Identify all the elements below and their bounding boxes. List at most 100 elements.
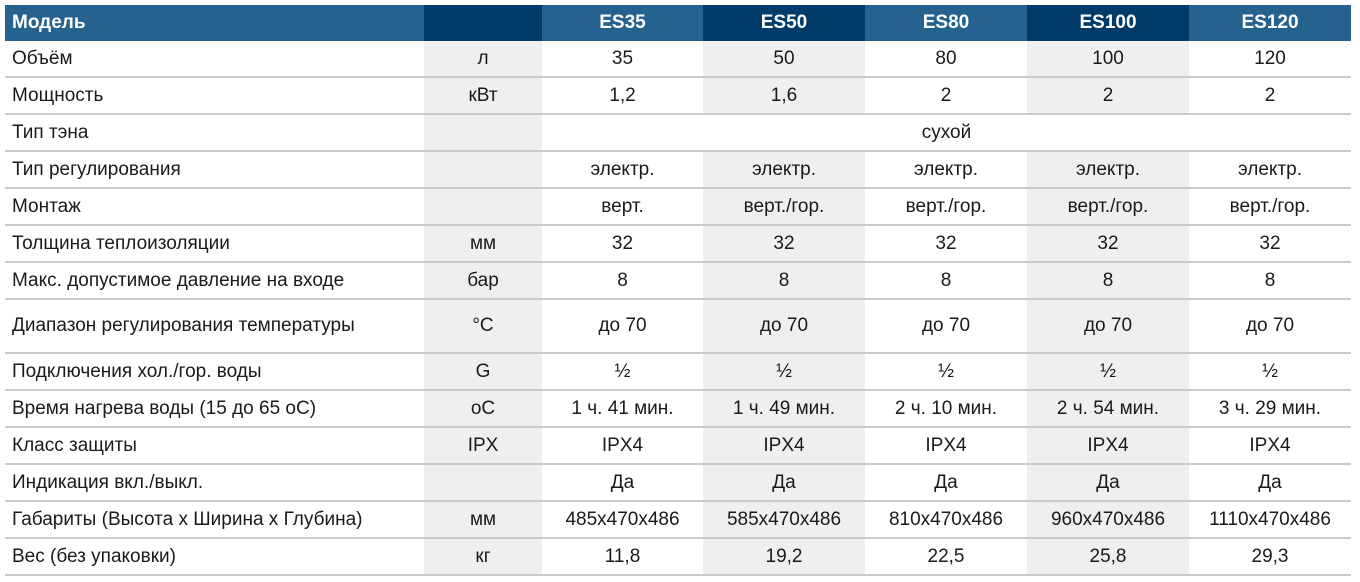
cell-value: ½ <box>865 353 1027 391</box>
cell-value: 960x470x486 <box>1027 501 1189 539</box>
row-unit: кВт <box>424 77 542 115</box>
cell-value: 2 <box>1189 77 1351 115</box>
cell-value: 80 <box>865 41 1027 78</box>
cell-value: до 70 <box>542 299 703 354</box>
cell-value: электр. <box>865 151 1027 189</box>
specs-table: Модель ES35 ES50 ES80 ES100 ES120 Объём л… <box>5 5 1351 576</box>
cell-value: Да <box>1027 464 1189 502</box>
row-unit: л <box>424 41 542 78</box>
row-label: Диапазон регулирования температуры <box>5 299 424 354</box>
cell-value: IPX4 <box>1027 427 1189 465</box>
row-label: Тип регулирования <box>5 151 424 189</box>
table-row: Индикация вкл./выкл. Да Да Да Да Да <box>5 464 1351 502</box>
cell-value: 810x470x486 <box>865 501 1027 539</box>
cell-value: 2 <box>865 77 1027 115</box>
cell-value: 1,6 <box>703 77 865 115</box>
header-es80: ES80 <box>865 5 1027 41</box>
cell-value: IPX4 <box>542 427 703 465</box>
cell-value: Да <box>1189 464 1351 502</box>
row-label: Мощность <box>5 77 424 115</box>
cell-value: 120 <box>1189 41 1351 78</box>
cell-value: ½ <box>542 353 703 391</box>
header-es120: ES120 <box>1189 5 1351 41</box>
table-row: Тип тэна сухой <box>5 114 1351 152</box>
cell-value: 32 <box>542 225 703 263</box>
cell-value: 32 <box>1027 225 1189 263</box>
cell-value: 8 <box>1189 262 1351 300</box>
row-unit: оС <box>424 390 542 428</box>
cell-value: ½ <box>1189 353 1351 391</box>
cell-value: 32 <box>703 225 865 263</box>
cell-value: до 70 <box>703 299 865 354</box>
table-row: Класс защиты IPX IPX4 IPX4 IPX4 IPX4 IPX4 <box>5 427 1351 465</box>
cell-value: 19,2 <box>703 538 865 576</box>
row-merged-value: сухой <box>542 114 1351 152</box>
row-unit: °C <box>424 299 542 354</box>
header-es100: ES100 <box>1027 5 1189 41</box>
cell-value: 50 <box>703 41 865 78</box>
header-es50: ES50 <box>703 5 865 41</box>
cell-value: 485x470x486 <box>542 501 703 539</box>
cell-value: 35 <box>542 41 703 78</box>
table-row: Вес (без упаковки) кг 11,8 19,2 22,5 25,8 29,3 <box>5 538 1351 576</box>
table-row: Тип регулирования электр. электр. электр. эл… <box>5 151 1351 189</box>
header-es35: ES35 <box>542 5 703 41</box>
row-label: Класс защиты <box>5 427 424 465</box>
cell-value: 1 ч. 49 мин. <box>703 390 865 428</box>
row-unit: мм <box>424 501 542 539</box>
row-unit <box>424 151 542 189</box>
table-row: Толщина теплоизоляции мм 32 32 32 32 32 <box>5 225 1351 263</box>
cell-value: IPX4 <box>1189 427 1351 465</box>
row-unit: кг <box>424 538 542 576</box>
cell-value: 29,3 <box>1189 538 1351 576</box>
row-label: Объём <box>5 41 424 78</box>
table-row: Макс. допустимое давление на входе бар 8 8 8… <box>5 262 1351 300</box>
cell-value: 8 <box>703 262 865 300</box>
cell-value: 22,5 <box>865 538 1027 576</box>
cell-value: до 70 <box>1027 299 1189 354</box>
row-label: Вес (без упаковки) <box>5 538 424 576</box>
row-unit <box>424 114 542 152</box>
table-row: Габариты (Высота х Ширина х Глубина) мм 48… <box>5 501 1351 539</box>
cell-value: электр. <box>1027 151 1189 189</box>
cell-value: 32 <box>1189 225 1351 263</box>
cell-value: ½ <box>1027 353 1189 391</box>
cell-value: 1110x470x486 <box>1189 501 1351 539</box>
row-label: Монтаж <box>5 188 424 226</box>
header-unit <box>424 5 542 41</box>
cell-value: до 70 <box>1189 299 1351 354</box>
cell-value: 585x470x486 <box>703 501 865 539</box>
cell-value: Да <box>542 464 703 502</box>
cell-value: до 70 <box>865 299 1027 354</box>
row-unit: мм <box>424 225 542 263</box>
cell-value: 2 <box>1027 77 1189 115</box>
cell-value: 32 <box>865 225 1027 263</box>
row-label: Время нагрева воды (15 до 65 оС) <box>5 390 424 428</box>
row-label: Подключения хол./гор. воды <box>5 353 424 391</box>
row-unit: бар <box>424 262 542 300</box>
row-unit <box>424 188 542 226</box>
row-label: Толщина теплоизоляции <box>5 225 424 263</box>
row-label: Габариты (Высота х Ширина х Глубина) <box>5 501 424 539</box>
cell-value: верт. <box>542 188 703 226</box>
cell-value: верт./гор. <box>865 188 1027 226</box>
cell-value: верт./гор. <box>703 188 865 226</box>
cell-value: 11,8 <box>542 538 703 576</box>
header-model-label: Модель <box>5 5 424 41</box>
cell-value: верт./гор. <box>1027 188 1189 226</box>
row-unit: G <box>424 353 542 391</box>
cell-value: 2 ч. 54 мин. <box>1027 390 1189 428</box>
row-unit <box>424 464 542 502</box>
table-row: Время нагрева воды (15 до 65 оС) оС 1 ч. 4… <box>5 390 1351 428</box>
cell-value: электр. <box>542 151 703 189</box>
table-row: Монтаж верт. верт./гор. верт./гор. верт./гор… <box>5 188 1351 226</box>
cell-value: 1 ч. 41 мин. <box>542 390 703 428</box>
header-row: Модель ES35 ES50 ES80 ES100 ES120 <box>5 5 1351 41</box>
cell-value: 8 <box>1027 262 1189 300</box>
row-label: Тип тэна <box>5 114 424 152</box>
cell-value: 1,2 <box>542 77 703 115</box>
cell-value: 2 ч. 10 мин. <box>865 390 1027 428</box>
row-label: Индикация вкл./выкл. <box>5 464 424 502</box>
row-label: Макс. допустимое давление на входе <box>5 262 424 300</box>
cell-value: 100 <box>1027 41 1189 78</box>
